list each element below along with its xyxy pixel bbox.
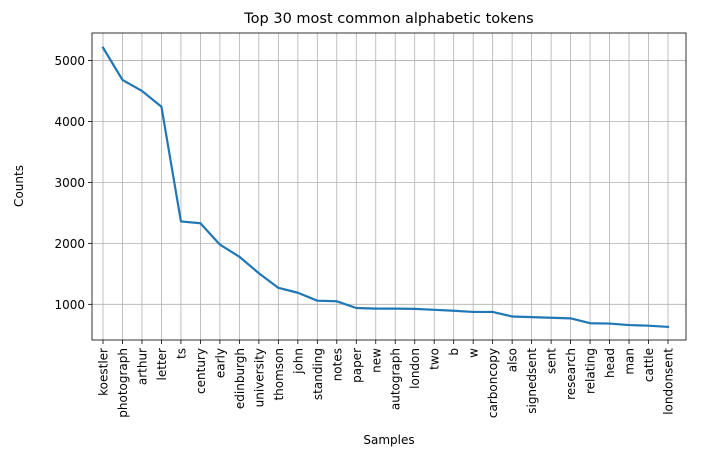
- y-axis-title: Counts: [12, 165, 26, 207]
- y-tick-label: 3000: [54, 176, 85, 190]
- x-tick-label: early: [213, 348, 227, 378]
- x-tick-label: paper: [350, 348, 364, 383]
- x-axis-title: Samples: [363, 433, 414, 447]
- x-tick-label: standing: [311, 348, 325, 400]
- x-tick-label: london: [408, 348, 422, 389]
- plot-area-frame: [91, 32, 687, 341]
- x-tick-label: relating: [584, 348, 598, 394]
- x-tick-label: also: [506, 348, 520, 372]
- y-tick-label: 4000: [54, 115, 85, 129]
- x-tick-label: john: [291, 348, 305, 375]
- x-tick-label: letter: [155, 348, 169, 381]
- x-tick-label: cattle: [642, 348, 656, 382]
- x-tick-label: research: [564, 348, 578, 400]
- x-tick-label: londonsent: [662, 348, 676, 415]
- x-tick-label: arthur: [135, 348, 149, 385]
- series-line: [101, 46, 670, 329]
- x-tick-label: thomson: [272, 348, 286, 401]
- x-tick-label: university: [252, 348, 266, 407]
- chart-title: Top 30 most common alphabetic tokens: [243, 11, 533, 27]
- x-tick-label: ts: [174, 348, 188, 359]
- x-tick-label: man: [623, 348, 637, 375]
- y-tick-label: 5000: [54, 54, 85, 68]
- x-tick-label: notes: [330, 348, 344, 381]
- grid: [92, 33, 686, 340]
- x-tick-label: carboncopy: [486, 348, 500, 418]
- series-layer: [101, 46, 670, 329]
- x-tick-label: signedsent: [525, 348, 539, 414]
- x-tick-label: autograph: [389, 348, 403, 410]
- x-tick-label: b: [447, 348, 461, 356]
- x-tick-label: sent: [545, 348, 559, 374]
- x-tick-label: edinburgh: [233, 348, 247, 409]
- x-tick-label: head: [603, 348, 617, 378]
- x-tick-label: new: [369, 348, 383, 373]
- y-tick-label: 1000: [54, 298, 85, 312]
- x-tick-label: w: [467, 348, 481, 358]
- x-tick-label: koestler: [97, 348, 111, 396]
- y-tick-label: 2000: [54, 237, 85, 251]
- x-tick-label: photograph: [116, 348, 130, 418]
- x-tick-label: two: [428, 348, 442, 370]
- axis-ticks: koestler photograph arthur letter ts century e…: [54, 54, 675, 418]
- x-tick-label: century: [194, 348, 208, 394]
